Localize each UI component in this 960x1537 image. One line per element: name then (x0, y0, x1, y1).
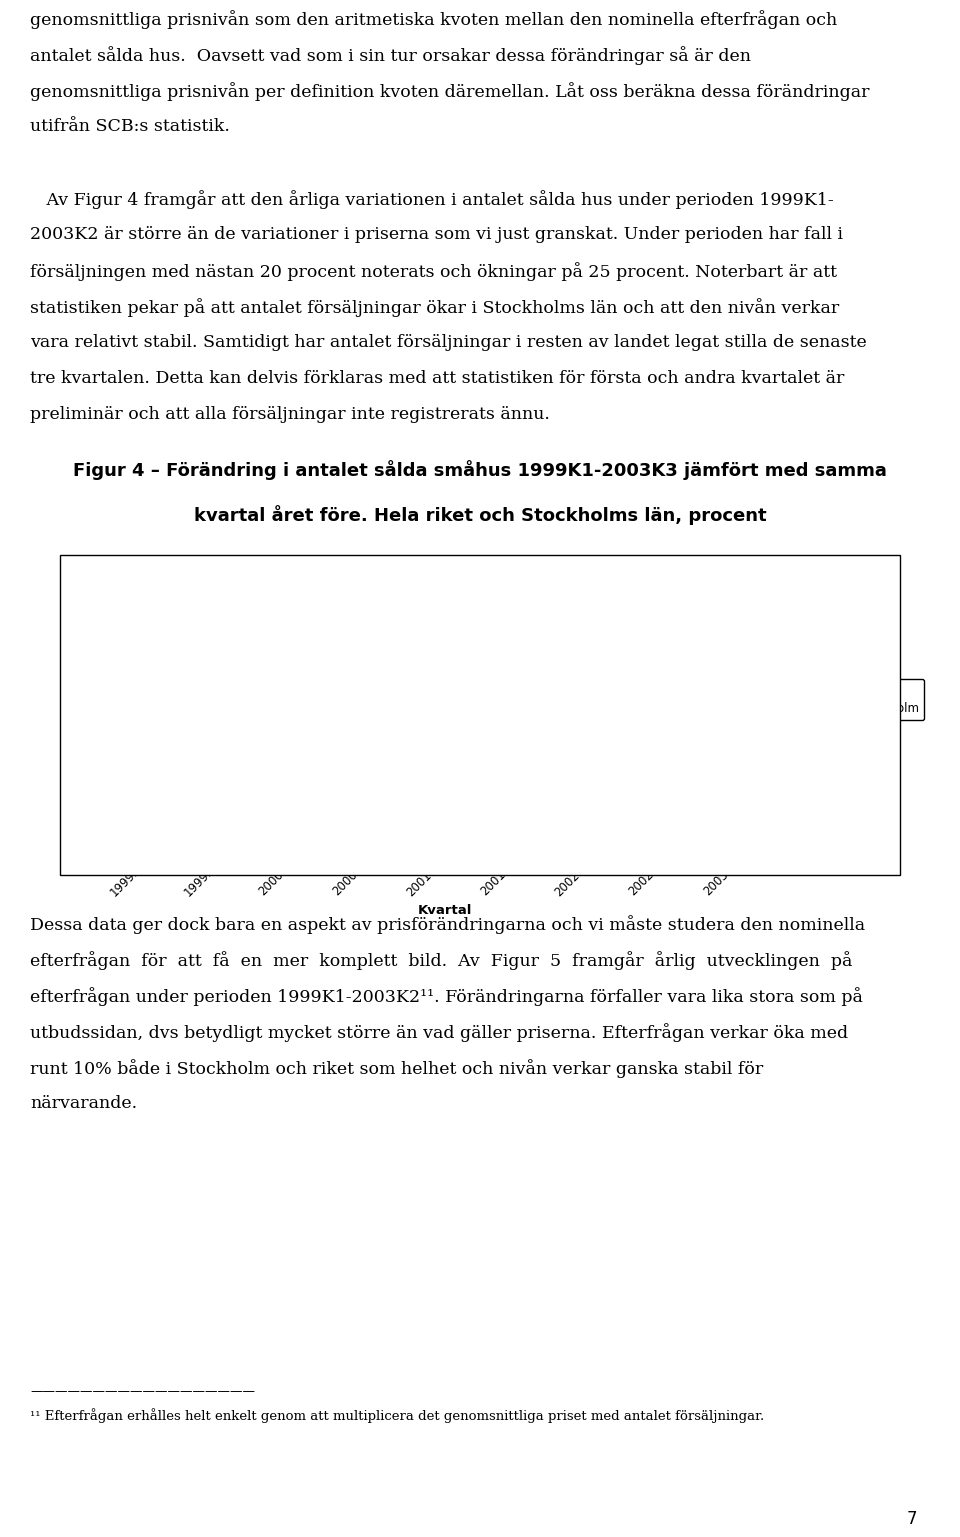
X-axis label: Kvartal: Kvartal (418, 904, 472, 918)
Text: Av Figur 4 framgår att den årliga variationen i antalet sålda hus under perioden: Av Figur 4 framgår att den årliga variat… (30, 191, 833, 209)
Stockholm (143, 649, 155, 667)
Riket (365, 807, 376, 825)
Riket (402, 750, 414, 768)
Stockholm (440, 658, 451, 676)
Text: genomsnittliga prisnivån som den aritmetiska kvoten mellan den nominella efterfr: genomsnittliga prisnivån som den aritmet… (30, 11, 837, 29)
Riket (291, 687, 302, 705)
Riket (180, 629, 191, 647)
Text: ——————————————————: —————————————————— (30, 1385, 255, 1399)
Y-axis label: Procent: Procent (60, 687, 73, 738)
Riket (254, 607, 266, 626)
Stockholm (402, 705, 414, 724)
Riket (476, 699, 488, 718)
Stockholm (735, 682, 747, 701)
Text: kvartal året före. Hela riket och Stockholms län, procent: kvartal året före. Hela riket och Stockh… (194, 506, 766, 526)
Text: statistiken pekar på att antalet försäljningar ökar i Stockholms län och att den: statistiken pekar på att antalet försälj… (30, 298, 839, 317)
Stockholm (588, 729, 599, 747)
Riket (588, 687, 599, 705)
Stockholm (661, 695, 673, 713)
Riket (514, 722, 525, 741)
Text: 7: 7 (907, 1509, 917, 1528)
Text: efterfrågan under perioden 1999K1-2003K2¹¹. Förändringarna förfaller vara lika s: efterfrågan under perioden 1999K1-2003K2… (30, 987, 863, 1005)
Riket (735, 713, 747, 732)
Riket (143, 686, 155, 704)
Stockholm (254, 658, 266, 676)
Text: preliminär och att alla försäljningar inte registrerats ännu.: preliminär och att alla försäljningar in… (30, 406, 550, 423)
Text: genomsnittliga prisnivån per definition kvoten däremellan. Låt oss beräkna dessa: genomsnittliga prisnivån per definition … (30, 81, 870, 101)
Text: utifrån SCB:s statistik.: utifrån SCB:s statistik. (30, 118, 229, 135)
Stockholm (365, 747, 376, 765)
Stockholm (625, 681, 636, 699)
Text: antalet sålda hus.  Oavsett vad som i sin tur orsakar dessa förändringar så är d: antalet sålda hus. Oavsett vad som i sin… (30, 46, 751, 65)
Line: Riket: Riket (146, 615, 744, 819)
Text: 2003K2 är större än de variationer i priserna som vi just granskat. Under period: 2003K2 är större än de variationer i pri… (30, 226, 843, 243)
Text: försäljningen med nästan 20 procent noterats och ökningar på 25 procent. Noterba: försäljningen med nästan 20 procent note… (30, 261, 837, 281)
Stockholm (180, 681, 191, 699)
Stockholm (476, 649, 488, 667)
Riket (699, 713, 710, 732)
Text: ¹¹ Efterfrågan erhålles helt enkelt genom att multiplicera det genomsnittliga pr: ¹¹ Efterfrågan erhålles helt enkelt geno… (30, 1408, 764, 1423)
Riket (625, 722, 636, 741)
Riket (217, 652, 228, 670)
Stockholm (217, 672, 228, 690)
Riket (328, 804, 340, 822)
Stockholm (514, 690, 525, 709)
Text: tre kvartalen. Detta kan delvis förklaras med att statistiken för första och and: tre kvartalen. Detta kan delvis förklara… (30, 370, 845, 387)
Text: utbudssidan, dvs betydligt mycket större än vad gäller priserna. Efterfrågan ver: utbudssidan, dvs betydligt mycket större… (30, 1024, 848, 1042)
Text: runt 10% både i Stockholm och riket som helhet och nivån verkar ganska stabil fö: runt 10% både i Stockholm och riket som … (30, 1059, 763, 1077)
Text: närvarande.: närvarande. (30, 1094, 137, 1111)
Stockholm (291, 742, 302, 761)
Text: Figur 4 – Förändring i antalet sålda småhus 1999K1-2003K3 jämfört med samma: Figur 4 – Förändring i antalet sålda små… (73, 460, 887, 480)
Text: vara relativt stabil. Samtidigt har antalet försäljningar i resten av landet leg: vara relativt stabil. Samtidigt har anta… (30, 334, 867, 350)
Riket (440, 709, 451, 727)
Stockholm (699, 682, 710, 701)
Riket (550, 710, 562, 729)
Text: Dessa data ger dock bara en aspekt av prisförändringarna och vi måste studera de: Dessa data ger dock bara en aspekt av pr… (30, 915, 865, 934)
Riket (661, 715, 673, 733)
Text: efterfrågan  för  att  få  en  mer  komplett  bild.  Av  Figur  5  framgår  årli: efterfrågan för att få en mer komplett b… (30, 951, 852, 970)
Stockholm (550, 713, 562, 732)
Line: Stockholm: Stockholm (144, 653, 746, 804)
Legend: Riket, Stockholm: Riket, Stockholm (820, 679, 924, 721)
Stockholm (328, 790, 340, 808)
